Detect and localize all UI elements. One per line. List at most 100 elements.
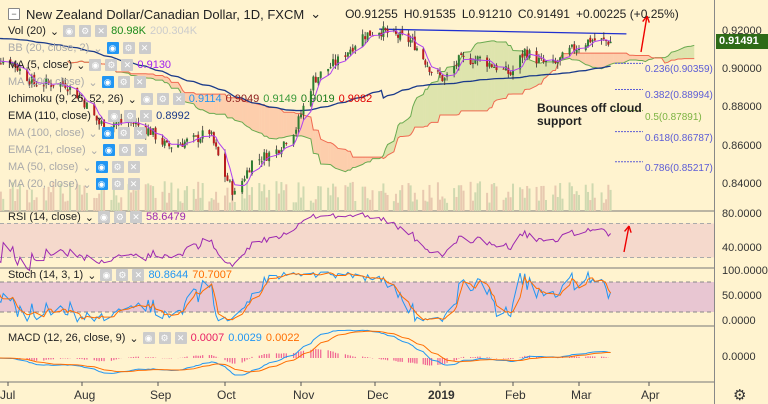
gear-icon[interactable]: ⚙ — [156, 93, 169, 105]
eye-icon[interactable]: ◉ — [108, 110, 121, 122]
chevron-down-icon[interactable]: ⌄ — [93, 42, 103, 55]
eye-off-icon[interactable]: ◉ — [95, 161, 108, 173]
chevron-down-icon[interactable]: ⌄ — [127, 93, 137, 106]
indicator-legend[interactable]: EMA (21, close) ⌄ ◉ ⚙ ✕ — [8, 143, 147, 157]
eye-icon[interactable]: ◉ — [89, 59, 102, 71]
candle-body — [422, 49, 425, 60]
candle-body — [93, 104, 96, 116]
chevron-down-icon[interactable]: ⌄ — [87, 269, 97, 282]
candle-body — [250, 160, 253, 174]
ichimoku-cloud-segment — [594, 53, 602, 69]
indicator-legend[interactable]: MA (20, close) ⌄ ◉ ⚙ ✕ — [8, 177, 140, 191]
ichimoku-cloud-segment — [281, 109, 284, 138]
eye-off-icon[interactable]: ◉ — [101, 127, 114, 139]
rsi-legend[interactable]: RSI (14, close) ⌄ ◉ ⚙ ✕ 58.6479 — [8, 210, 186, 224]
eye-icon[interactable]: ◉ — [63, 25, 76, 37]
ichimoku-cloud-segment — [546, 61, 554, 78]
chevron-down-icon[interactable]: ⌄ — [88, 76, 98, 89]
close-icon[interactable]: ✕ — [129, 211, 142, 223]
up-arrow-rsi-head — [624, 225, 630, 232]
gear-icon[interactable]: ⚙ — [116, 269, 129, 281]
close-icon[interactable]: ✕ — [132, 269, 145, 281]
indicator-legend[interactable]: BB (20, close, 2) ⌄ ◉ ⚙ ✕ — [8, 41, 151, 55]
indicator-legend[interactable]: MA (100, close) ⌄ ◉ ⚙ ✕ — [8, 126, 146, 140]
close-icon[interactable]: ✕ — [174, 332, 187, 344]
gear-icon[interactable]: ⚙ — [111, 178, 124, 190]
gear-icon[interactable]: ⚙ — [117, 76, 130, 88]
close-icon[interactable]: ✕ — [127, 161, 140, 173]
gear-icon[interactable]: ⚙ — [111, 161, 124, 173]
indicator-legend[interactable]: MA (5, close) ⌄ ◉ ⚙ ✕ 0.9130 — [8, 58, 171, 72]
annotation-text[interactable]: Bounces off cloud support — [537, 101, 642, 128]
chart-canvas[interactable] — [0, 0, 714, 404]
settings-gear-icon[interactable]: ⚙ — [733, 387, 747, 404]
candle-body — [443, 78, 446, 81]
close-icon[interactable]: ✕ — [133, 76, 146, 88]
candle-body — [241, 181, 244, 193]
ichimoku-cloud-segment — [365, 157, 368, 163]
chevron-down-icon[interactable]: ⌄ — [89, 144, 99, 157]
gear-icon[interactable]: ⚙ — [118, 144, 131, 156]
eye-off-icon[interactable]: ◉ — [101, 76, 114, 88]
gear-icon[interactable]: ⚙ — [158, 332, 171, 344]
ichimoku-cloud-segment — [261, 104, 265, 137]
gear-icon[interactable]: ⚙ — [79, 25, 92, 37]
candle-body — [559, 57, 562, 61]
macd-legend[interactable]: MACD (12, 26, close, 9) ⌄ ◉ ⚙ ✕ 0.0007 0.0029 0… — [8, 331, 300, 345]
close-icon[interactable]: ✕ — [140, 110, 153, 122]
volume-bar — [413, 192, 416, 211]
close-icon[interactable]: ✕ — [95, 25, 108, 37]
fib-level-label[interactable]: 0.618(0.86787) — [645, 132, 713, 144]
chevron-down-icon[interactable]: ⌄ — [82, 178, 92, 191]
close-icon[interactable]: ✕ — [133, 127, 146, 139]
gear-icon[interactable]: ⚙ — [113, 211, 126, 223]
collapse-icon[interactable]: − — [8, 8, 20, 20]
chevron-down-icon[interactable]: ⌄ — [310, 6, 322, 21]
chevron-down-icon[interactable]: ⌄ — [94, 110, 105, 123]
volume-bar — [386, 194, 389, 211]
close-icon[interactable]: ✕ — [134, 144, 147, 156]
rsi-value: 58.6479 — [145, 211, 186, 223]
gear-icon[interactable]: ⚙ — [122, 42, 135, 54]
eye-off-icon[interactable]: ◉ — [95, 178, 108, 190]
volume-bar — [426, 201, 429, 211]
indicator-legend[interactable]: MA (50, close) ⌄ ◉ ⚙ ✕ — [8, 160, 140, 174]
symbol-name[interactable]: New Zealand Dollar/Canadian Dollar, 1D, … — [26, 6, 305, 22]
eye-off-icon[interactable]: ◉ — [106, 42, 119, 54]
indicator-legend[interactable]: Ichimoku (9, 26, 52, 26) ⌄ ◉ ⚙ ✕ 0.9114 0.9049… — [8, 92, 372, 106]
gear-icon[interactable]: ⚙ — [105, 59, 118, 71]
close-icon[interactable]: ✕ — [127, 178, 140, 190]
eye-off-icon[interactable]: ◉ — [102, 144, 115, 156]
indicator-legend[interactable]: MA (200, close) ⌄ ◉ ⚙ ✕ — [8, 75, 146, 89]
close-icon[interactable]: ✕ — [172, 93, 185, 105]
chevron-down-icon[interactable]: ⌄ — [129, 332, 139, 345]
eye-icon[interactable]: ◉ — [100, 269, 113, 281]
gear-icon[interactable]: ⚙ — [117, 127, 130, 139]
indicator-legend[interactable]: EMA (110, close) ⌄ ◉ ⚙ ✕ 0.8992 — [8, 109, 190, 123]
stoch-legend[interactable]: Stoch (14, 3, 1) ⌄ ◉ ⚙ ✕ 80.8644 70.7007 — [8, 268, 232, 282]
ichimoku-cloud-segment — [283, 112, 287, 138]
ichimoku-cloud-segment — [681, 47, 685, 60]
eye-icon[interactable]: ◉ — [97, 211, 110, 223]
ichimoku-cloud-segment — [487, 41, 490, 111]
indicator-legend[interactable]: Vol (20) ⌄ ◉ ⚙ ✕ 80.98K 200.304K — [8, 24, 197, 38]
fib-level-label[interactable]: 0.382(0.88994) — [645, 90, 713, 102]
chevron-down-icon[interactable]: ⌄ — [88, 127, 98, 140]
close-icon[interactable]: ✕ — [121, 59, 134, 71]
close-icon[interactable]: ✕ — [138, 42, 151, 54]
candle-body — [59, 82, 62, 87]
volume-bar — [81, 194, 83, 211]
chevron-down-icon[interactable]: ⌄ — [84, 211, 94, 224]
fib-level-label[interactable]: 0.786(0.85217) — [645, 162, 713, 174]
candle-body — [545, 60, 547, 63]
gear-icon[interactable]: ⚙ — [124, 110, 137, 122]
fib-level-label[interactable]: 0.5(0.87891) — [645, 111, 702, 123]
candle-body — [76, 87, 79, 99]
fib-level-label[interactable]: 0.236(0.90359) — [645, 64, 713, 76]
eye-icon[interactable]: ◉ — [142, 332, 155, 344]
volume-bar — [415, 199, 418, 211]
chevron-down-icon[interactable]: ⌄ — [49, 25, 60, 38]
eye-icon[interactable]: ◉ — [140, 93, 153, 105]
chevron-down-icon[interactable]: ⌄ — [82, 161, 92, 174]
chevron-down-icon[interactable]: ⌄ — [76, 59, 86, 72]
